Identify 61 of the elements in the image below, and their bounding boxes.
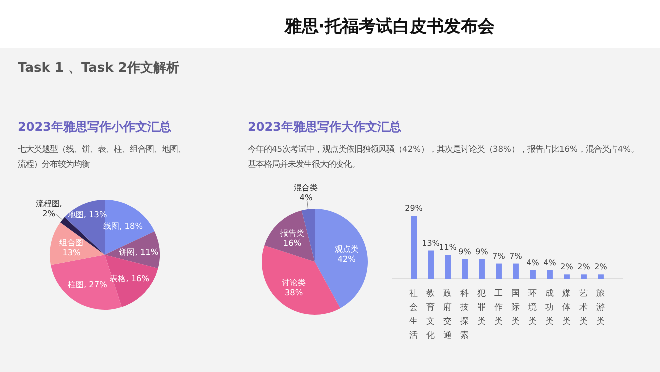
data-label: 7% bbox=[510, 252, 523, 261]
bar bbox=[411, 216, 417, 279]
data-label: 9% bbox=[476, 247, 489, 256]
bar bbox=[479, 259, 485, 279]
bar bbox=[513, 264, 519, 279]
data-label: 2% bbox=[578, 262, 591, 272]
x-tick-label: 犯罪类 bbox=[478, 289, 487, 327]
pie-slice bbox=[315, 209, 368, 308]
x-tick-label: 环境类 bbox=[527, 289, 538, 327]
text: 今年的45次考试中，观点类依旧独领风骚（42%），其次是讨论类（38%），报告占比16%，混合类占4%。基本格局并未发生很大的变化。 bbox=[248, 144, 640, 169]
bar bbox=[530, 270, 536, 279]
text: Task 1 、Task 2作文解析 bbox=[18, 60, 180, 76]
x-tick-label: 科技探索 bbox=[460, 288, 470, 341]
slice-label: 报告类 bbox=[280, 228, 305, 238]
pie-slice bbox=[60, 217, 105, 255]
data-label: 29% bbox=[405, 204, 424, 213]
slice-label: 观点类 bbox=[334, 244, 359, 254]
slice-label: 线图, 18% bbox=[104, 221, 144, 232]
bar bbox=[547, 270, 553, 279]
chart-subtitle: 七大类题型（线、饼、表、柱、组合图、地图、流程）分布较为均衡 bbox=[18, 144, 186, 169]
x-tick-label: 旅游类 bbox=[596, 288, 606, 327]
data-label: 38% bbox=[284, 287, 304, 298]
bar bbox=[598, 274, 604, 279]
bar bbox=[581, 274, 587, 279]
x-tick-label: 工作类 bbox=[494, 289, 504, 327]
text: 雅思·托福考试白皮书发布会 bbox=[284, 17, 496, 37]
x-tick-label: 教育文化 bbox=[426, 288, 436, 341]
data-label: 11% bbox=[439, 243, 458, 252]
bar bbox=[428, 250, 434, 279]
x-tick-label: 国际类 bbox=[512, 289, 520, 327]
bar bbox=[496, 264, 502, 279]
data-label: 4% bbox=[300, 192, 313, 203]
data-label: 7% bbox=[492, 252, 506, 261]
slice-label: 表格, 16% bbox=[110, 273, 150, 284]
bar bbox=[445, 255, 451, 279]
data-label: 2% bbox=[560, 262, 574, 272]
data-label: 16% bbox=[283, 238, 302, 248]
data-label: 2% bbox=[594, 262, 608, 272]
slice-label: 讨论类 bbox=[282, 277, 306, 288]
bar bbox=[564, 274, 570, 279]
data-label: 13% bbox=[62, 248, 82, 258]
chart-title: 2023年雅思写作小作文汇总 bbox=[18, 120, 172, 134]
bar bbox=[462, 259, 468, 279]
slice-label: 组合图 bbox=[60, 238, 84, 248]
slice-label: 混合类 bbox=[294, 182, 318, 193]
pie-slice bbox=[105, 255, 158, 308]
data-label: 13% bbox=[422, 238, 440, 248]
data-label: 4% bbox=[526, 258, 540, 268]
x-tick-label: 艺术类 bbox=[579, 288, 588, 327]
slice-label: 柱图, 27% bbox=[68, 279, 108, 290]
slice-label: 地图, 13% bbox=[66, 210, 108, 220]
x-tick-label: 政府交通 bbox=[444, 288, 453, 341]
x-tick-label: 媒体类 bbox=[562, 288, 572, 327]
data-label: 4% bbox=[544, 258, 557, 268]
x-tick-label: 成功类 bbox=[545, 288, 554, 327]
x-tick-label: 社会生活 bbox=[410, 288, 419, 341]
chart-title: 2023年雅思写作大作文汇总 bbox=[248, 120, 402, 134]
data-label: 9% bbox=[458, 247, 472, 256]
slice-label: 饼图, 11% bbox=[118, 246, 159, 257]
slice-label: 流程图, 2% bbox=[36, 198, 62, 219]
data-label: 42% bbox=[338, 254, 356, 264]
